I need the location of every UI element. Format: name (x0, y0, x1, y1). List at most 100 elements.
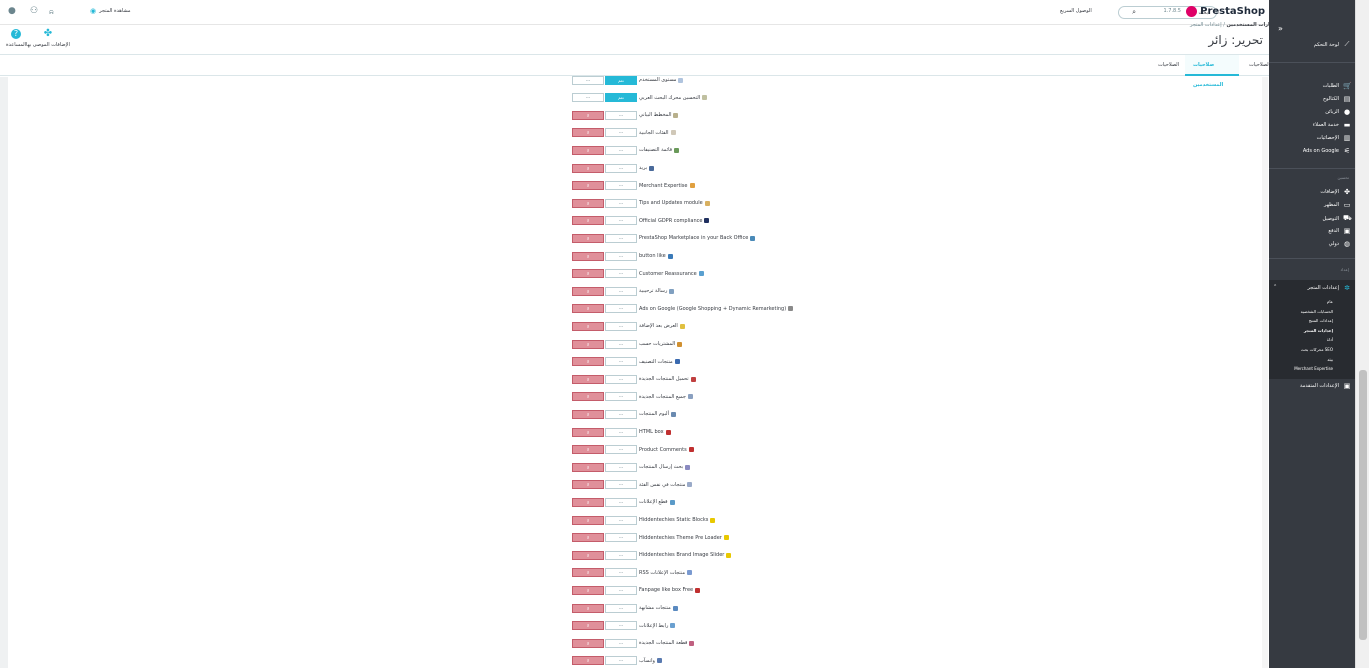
sidebar-item-improve[interactable]: دولي ◍ (1329, 240, 1351, 248)
deny-toggle[interactable]: لا (572, 286, 604, 296)
deny-toggle[interactable]: لا (572, 445, 604, 455)
deny-toggle[interactable]: لا (572, 128, 604, 138)
deny-toggle[interactable]: لا (572, 585, 604, 595)
sidebar-item-improve[interactable]: التوصيل ⛟ (1322, 214, 1351, 223)
deny-toggle[interactable]: لا (572, 497, 604, 507)
sidebar-subitem[interactable]: أداة (1326, 337, 1333, 343)
deny-toggle[interactable]: لا (572, 462, 604, 472)
help-button[interactable]: ? المساعدة (6, 29, 26, 48)
sidebar-subitem[interactable]: الحسابات الشخصية (1300, 308, 1333, 314)
allow-toggle[interactable]: --- (605, 480, 637, 490)
recommended-modules-button[interactable]: ✤ الإضافات الموصى بها (26, 29, 70, 49)
sidebar-item-sell[interactable]: الإحصائيات ▥ (1317, 134, 1351, 142)
allow-toggle[interactable]: --- (605, 374, 637, 384)
deny-toggle[interactable]: لا (572, 550, 604, 560)
tab-permissions[interactable]: الصلاحيات (1158, 62, 1180, 68)
deny-toggle[interactable]: لا (572, 427, 604, 437)
breadcrumb-parent[interactable]: إعدادات المتجر (1190, 22, 1222, 28)
allow-toggle[interactable]: --- (605, 392, 637, 402)
deny-toggle[interactable]: لا (572, 392, 604, 402)
deny-toggle[interactable]: لا (572, 145, 604, 155)
allow-toggle[interactable]: --- (605, 533, 637, 543)
allow-toggle[interactable]: --- (605, 145, 637, 155)
sidebar-subitem[interactable]: عام (1326, 299, 1333, 304)
deny-toggle[interactable]: لا (572, 409, 604, 419)
quick-access-dropdown[interactable]: الوصول السريع (1060, 8, 1092, 14)
allow-toggle[interactable]: --- (605, 304, 637, 314)
deny-toggle[interactable]: لا (572, 656, 604, 666)
allow-toggle[interactable]: --- (605, 251, 637, 261)
allow-toggle[interactable]: --- (605, 603, 637, 613)
deny-toggle[interactable]: لا (572, 515, 604, 525)
allow-toggle[interactable]: --- (605, 286, 637, 296)
sidebar-item-advanced[interactable]: الإعدادات المتقدمة ▣ (1300, 382, 1351, 390)
allow-toggle[interactable]: --- (605, 497, 637, 507)
deny-toggle[interactable]: --- (572, 75, 604, 85)
notifications-bell-icon[interactable]: ⍾ (49, 8, 54, 16)
deny-toggle[interactable]: لا (572, 233, 604, 243)
deny-toggle[interactable]: لا (572, 603, 604, 613)
chevron-up-icon[interactable]: ⌃ (1273, 284, 1278, 290)
sidebar-subitem[interactable]: بيئة (1327, 356, 1333, 362)
allow-toggle[interactable]: --- (605, 357, 637, 367)
allow-toggle[interactable]: نعم (605, 93, 637, 103)
deny-toggle[interactable]: لا (572, 321, 604, 331)
allow-toggle[interactable]: --- (605, 110, 637, 120)
allow-toggle[interactable]: --- (605, 638, 637, 648)
allow-toggle[interactable]: --- (605, 445, 637, 455)
allow-toggle[interactable]: --- (605, 233, 637, 243)
sidebar-item-sell[interactable]: الكتالوج ▤ (1323, 95, 1351, 103)
allow-toggle[interactable]: --- (605, 568, 637, 578)
sitemap-icon[interactable]: ⚇ (30, 6, 39, 16)
deny-toggle[interactable]: لا (572, 269, 604, 279)
deny-toggle[interactable]: لا (572, 304, 604, 314)
sidebar-item-sell[interactable]: Ads on Google ⚟ (1303, 147, 1351, 155)
page-scrollbar[interactable] (1355, 0, 1369, 668)
allow-toggle[interactable]: --- (605, 339, 637, 349)
deny-toggle[interactable]: لا (572, 374, 604, 384)
collapse-sidebar-icon[interactable]: » (1278, 24, 1283, 33)
allow-toggle[interactable]: --- (605, 163, 637, 173)
allow-toggle[interactable]: --- (605, 269, 637, 279)
prestashop-logo[interactable]: PrestaShop (1186, 6, 1265, 17)
sidebar-item-improve[interactable]: الإضافات ✤ (1320, 188, 1351, 196)
page-scrollbar-thumb[interactable] (1359, 370, 1367, 640)
allow-toggle[interactable]: --- (605, 427, 637, 437)
deny-toggle[interactable]: لا (572, 621, 604, 631)
deny-toggle[interactable]: لا (572, 251, 604, 261)
sidebar-subitem[interactable]: إعدادات المتجر (1303, 327, 1333, 333)
sidebar-subitem[interactable]: محركات بحث SEO (1300, 347, 1333, 352)
content-scrollbar[interactable] (1262, 77, 1268, 668)
allow-toggle[interactable]: --- (605, 409, 637, 419)
allow-toggle[interactable]: --- (605, 550, 637, 560)
allow-toggle[interactable]: --- (605, 585, 637, 595)
deny-toggle[interactable]: لا (572, 339, 604, 349)
allow-toggle[interactable]: --- (605, 181, 637, 191)
tab-user-permissions[interactable]: صلاحيات المستخدمين (1185, 55, 1239, 88)
allow-toggle[interactable]: --- (605, 656, 637, 666)
breadcrumb-current[interactable]: خيارات المستخدمين (1226, 22, 1276, 28)
sidebar-item-improve[interactable]: المظهر ▭ (1324, 201, 1351, 209)
sidebar-item-shop-parameters[interactable]: إعدادات المتجر ✲ (1307, 284, 1351, 292)
allow-toggle[interactable]: --- (605, 462, 637, 472)
deny-toggle[interactable]: لا (572, 480, 604, 490)
sidebar-item-sell[interactable]: خدمة العملاء ▬ (1313, 121, 1351, 129)
deny-toggle[interactable]: لا (572, 638, 604, 648)
allow-toggle[interactable]: --- (605, 198, 637, 208)
sidebar-subitem[interactable]: إعدادات المنتج (1308, 318, 1333, 324)
view-shop-link[interactable]: ◉ مشاهدة المتجر (90, 7, 131, 15)
user-avatar-icon[interactable]: ● (8, 6, 16, 16)
deny-toggle[interactable]: لا (572, 357, 604, 367)
allow-toggle[interactable]: نعم (605, 75, 637, 85)
deny-toggle[interactable]: لا (572, 216, 604, 226)
sidebar-item-sell[interactable]: الطلبات 🛒 (1323, 82, 1352, 90)
allow-toggle[interactable]: --- (605, 515, 637, 525)
deny-toggle[interactable]: لا (572, 568, 604, 578)
allow-toggle[interactable]: --- (605, 321, 637, 331)
search-input[interactable]: ⌕ بحث (1118, 6, 1217, 19)
deny-toggle[interactable]: لا (572, 163, 604, 173)
sidebar-item-sell[interactable]: الزبائن ● (1325, 108, 1351, 116)
sidebar-item-dashboard[interactable]: لوحة التحكم ⟋ (1314, 40, 1351, 49)
deny-toggle[interactable]: لا (572, 181, 604, 191)
sidebar-item-improve[interactable]: الدفع ▣ (1328, 227, 1351, 235)
